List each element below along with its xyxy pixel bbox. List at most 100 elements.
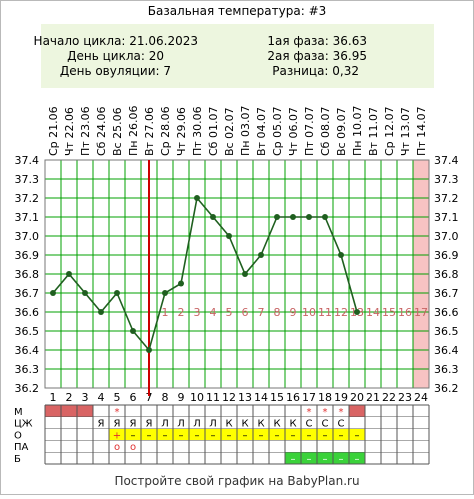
y-tick-label-right: 37.0 [434,230,459,243]
table-row-label: М [14,407,23,418]
date-label: Вт 27.06 [143,107,156,156]
temperature-point [274,214,280,220]
date-label: Пн 10.07 [351,106,364,156]
table-cell-text: – [291,430,296,441]
phase-day-label: 6 [242,306,249,319]
day-number-label: 11 [206,391,220,404]
date-label: Пт 23.06 [79,106,92,156]
phase-day-label: 3 [194,306,201,319]
table-row-label: ПА [14,442,29,453]
phase-day-label: 10 [302,306,316,319]
table-cell-text: – [131,430,136,441]
temperature-point [338,252,344,258]
y-tick-label-left: 36.6 [15,306,40,319]
day-number-label: 18 [318,391,332,404]
date-label: Сб 24.06 [95,107,108,156]
phase-day-label: 14 [366,306,380,319]
phase-day-label: 9 [290,306,297,319]
table-cell-fill [253,428,269,441]
day-number-label: 7 [146,391,153,404]
y-tick-label-left: 37.0 [15,230,40,243]
phase-day-label: 4 [210,306,217,319]
table-cell-fill [349,428,365,441]
table-cell-text: – [163,430,168,441]
y-tick-label-right: 36.4 [434,344,459,357]
footer-link[interactable]: Постройте свой график на BabyPlan.ru [114,474,359,488]
day-number-label: 4 [98,391,105,404]
day-number-label: 6 [130,391,137,404]
table-cell-text: * [307,407,312,418]
y-tick-label-left: 37.2 [15,192,40,205]
date-label: Чт 29.06 [175,107,188,156]
plot-area: 36.2 36.2 36.3 36.3 36.4 36.4 36.5 36.5 36.6 36.6… [15,106,459,404]
phase-day-label: 15 [382,306,396,319]
table-row-label: Б [14,454,21,465]
table-cell-text: К [225,419,232,430]
date-label: Ср 12.07 [383,106,396,156]
table-cell-fill [157,428,173,441]
table-cell-text: К [257,419,264,430]
table-cell-text: – [355,454,360,465]
table-cell-text: С [306,419,313,430]
day-number-label: 20 [350,391,364,404]
table-cell-fill [269,428,285,441]
table-cell-fill [189,428,205,441]
phase-day-label: 8 [274,306,281,319]
table-cell-text: Я [114,419,121,430]
table-cell-fill [333,452,349,464]
temperature-point [242,271,248,277]
table-cell-text: – [291,454,296,465]
table-cell-fill [349,405,365,417]
y-tick-label-right: 37.4 [434,154,459,167]
table-cell-text: – [195,430,200,441]
cycle-start-text: Начало цикла: 21.06.2023 [34,34,198,48]
table-cell-text: * [323,407,328,418]
date-label: Ср 21.06 [47,106,60,156]
table-cell-fill [77,405,93,417]
table-cell-text: Я [130,419,137,430]
date-label: Вс 09.07 [335,107,348,156]
date-label: Сб 08.07 [319,107,332,156]
y-tick-label-right: 37.1 [434,211,459,224]
temperature-point [290,214,296,220]
phase1-text: 1ая фаза: 36.63 [267,34,367,48]
cycle-notes-table: М * * * *ЦЖ Я Я Я Я Л Л Л Л К К К К К С С СО + – – – – – – – – – – – – – – –… [14,404,430,465]
table-cell-text: Л [193,419,201,430]
date-label: Чт 06.07 [287,107,300,156]
day-number-label: 13 [238,391,252,404]
table-cell-text: – [339,454,344,465]
temperature-point [210,214,216,220]
table-cell-fill [317,452,333,464]
temperature-point [82,290,88,296]
table-cell-fill [173,428,189,441]
y-tick-label-left: 36.7 [15,287,40,300]
day-number-label: 23 [398,391,412,404]
table-cell-text: С [338,419,345,430]
day-number-label: 3 [82,391,89,404]
table-cell-text: – [259,430,264,441]
y-tick-label-left: 36.5 [15,325,40,338]
table-cell-text: – [323,430,328,441]
table-cell-text: – [355,430,360,441]
phase2-text: 2ая фаза: 36.95 [267,49,367,63]
temperature-point [66,271,72,277]
table-cell-text: – [179,430,184,441]
table-cell-fill [317,428,333,441]
table-cell-text: * [115,407,120,418]
table-cell-text: * [339,407,344,418]
y-tick-label-right: 37.2 [434,192,459,205]
date-label: Ср 28.06 [159,106,172,156]
temperature-point [50,290,56,296]
y-tick-label-right: 36.9 [434,249,459,262]
table-row-label: О [14,430,22,441]
temperature-point [146,347,152,353]
date-label: Вт 11.07 [367,107,380,156]
y-tick-label-right: 36.2 [434,382,459,395]
table-cell-fill [61,405,77,417]
table-cell-text: – [275,430,280,441]
date-label: Вт 04.07 [255,107,268,156]
y-tick-label-left: 37.4 [15,154,40,167]
table-cell-text: К [273,419,280,430]
phase-day-label: 12 [334,306,348,319]
